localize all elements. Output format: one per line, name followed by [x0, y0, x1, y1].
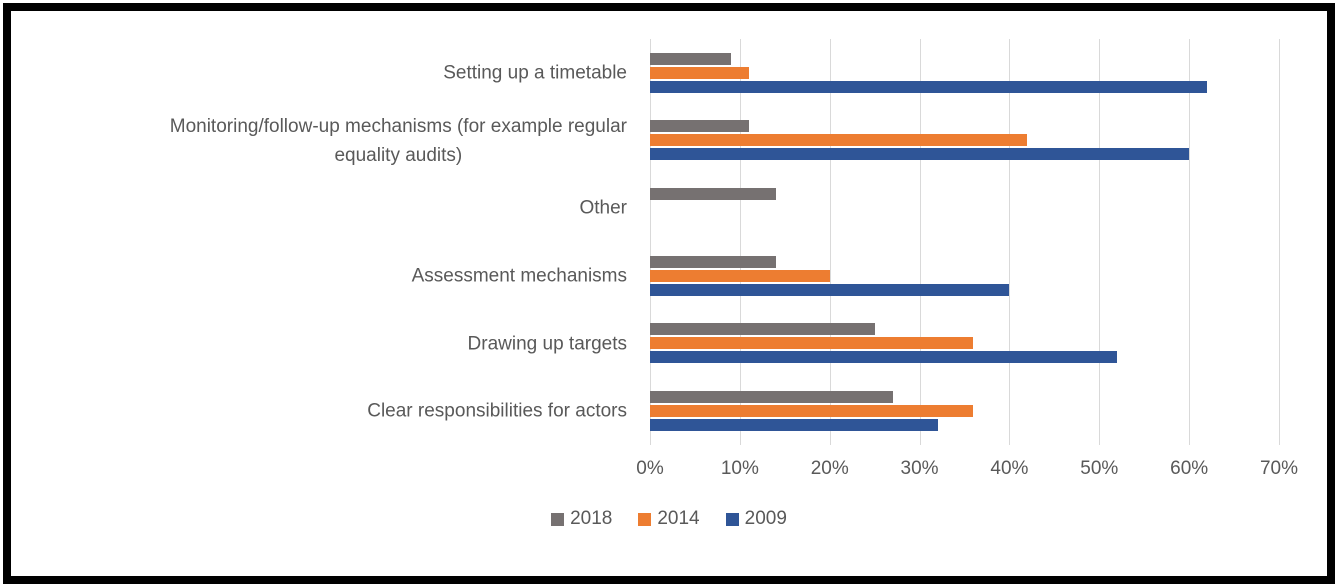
category-band — [650, 242, 1279, 310]
category-label: Clear responsibilities for actors — [367, 400, 627, 422]
x-tick-label: 70% — [1259, 458, 1299, 479]
category-band — [650, 310, 1279, 378]
legend-label: 2014 — [657, 508, 700, 529]
gridline — [919, 39, 921, 445]
category-band — [650, 174, 1279, 242]
legend-label: 2018 — [570, 508, 613, 529]
bar-2014 — [650, 405, 974, 418]
category-band — [650, 39, 1279, 107]
legend-item-2018: 2018 — [551, 508, 612, 530]
bar-2014 — [650, 337, 974, 350]
legend-swatch-icon — [638, 512, 652, 526]
bar-2018 — [650, 255, 776, 268]
plot-area — [650, 39, 1280, 445]
category-band — [650, 377, 1279, 445]
bar-2014 — [650, 269, 830, 282]
bar-2018 — [650, 120, 749, 133]
value-axis-labels: 0% 10% 20% 30% 40% 50% 60% 70% — [636, 458, 1298, 486]
gridline — [650, 39, 651, 445]
legend-swatch-icon — [551, 512, 565, 526]
bar-2009 — [650, 351, 1118, 364]
chart-legend: 2018 2014 2009 — [0, 508, 1338, 530]
bar-2018 — [650, 188, 776, 201]
legend-item-2014: 2014 — [638, 508, 700, 530]
category-band — [650, 107, 1279, 175]
x-tick-label: 60% — [1170, 458, 1209, 479]
x-tick-label: 10% — [720, 458, 759, 479]
category-label: Other — [579, 197, 627, 219]
x-tick-label: 30% — [900, 458, 939, 479]
legend-item-2009: 2009 — [725, 508, 787, 530]
gridline — [1099, 39, 1101, 445]
bar-2014 — [650, 66, 749, 79]
bar-2009 — [650, 419, 938, 432]
gridline — [1279, 39, 1280, 445]
category-label: Monitoring/follow-up mechanisms (for exa… — [169, 115, 627, 166]
gridline — [829, 39, 831, 445]
bar-2018 — [650, 391, 893, 404]
x-tick-label: 0% — [636, 458, 664, 479]
gridline — [1189, 39, 1191, 445]
category-label: Assessment mechanisms — [411, 265, 627, 287]
bar-2018 — [650, 52, 731, 65]
legend-swatch-icon — [725, 512, 739, 526]
x-tick-label: 20% — [810, 458, 849, 479]
x-tick-label: 50% — [1080, 458, 1119, 479]
bar-2014 — [650, 134, 1028, 147]
gridline — [739, 39, 741, 445]
bar-2009 — [650, 148, 1190, 161]
legend-label: 2009 — [744, 508, 787, 529]
x-tick-label: 40% — [990, 458, 1029, 479]
bar-2018 — [650, 323, 875, 336]
category-label: Setting up a timetable — [443, 62, 627, 84]
gridline — [1009, 39, 1011, 445]
category-label: Drawing up targets — [467, 333, 627, 354]
bar-2009 — [650, 80, 1208, 93]
bar-2009 — [650, 283, 1010, 296]
